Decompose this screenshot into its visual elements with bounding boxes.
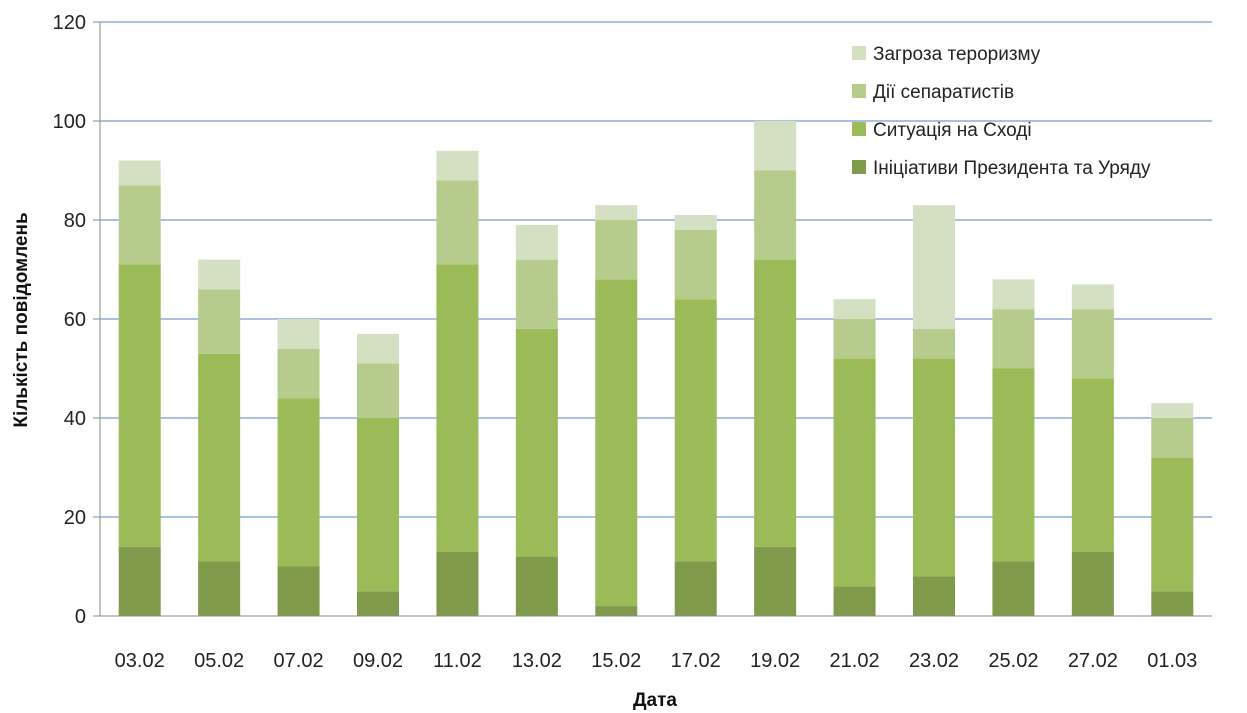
x-tick-label-07.02: 07.02 [274,650,324,672]
bar-segment-07.02-s0 [277,566,320,616]
bar-segment-09.02-s2 [357,363,399,418]
legend: Загроза тероризму Дії сепаратистів Ситуаці… [852,44,1151,179]
bar-segment-19.02-s1 [754,259,797,547]
bar-segment-23.02-s1 [913,358,955,577]
bar-segment-15.02-s3 [595,205,638,220]
bar-segment-15.02-s0 [595,606,638,616]
bar-segment-07.02-s1 [277,398,320,567]
bar-segment-17.02-s1 [674,299,717,562]
legend-label-1: Ситуація на Сході [873,120,1032,141]
y-tick-label-0: 0 [75,606,86,628]
legend-swatch-2 [852,84,866,98]
x-tick-label-15.02: 15.02 [591,650,641,672]
bar-segment-07.02-s2 [277,348,320,399]
bar-segment-21.02-s3 [833,299,876,319]
legend-swatch-1 [852,122,866,136]
bars [118,121,1194,616]
bar-segment-15.02-s1 [595,279,638,607]
y-tick-label-60: 60 [64,309,86,331]
x-tick-label-17.02: 17.02 [671,650,721,672]
bar-segment-05.02-s2 [198,289,241,354]
bar-segment-17.02-s2 [674,229,717,300]
bar-segment-05.02-s3 [198,259,241,290]
y-tick-label-100: 100 [53,111,86,133]
bar-segment-27.02-s1 [1071,378,1114,552]
bar-segment-01.03-s0 [1151,591,1194,616]
bar-segment-21.02-s0 [833,586,876,616]
y-tick-labels: 0 20 40 60 80 100 120 [53,12,100,628]
bar-segment-27.02-s0 [1071,551,1114,616]
bar-segment-05.02-s1 [198,353,241,562]
bar-segment-09.02-s3 [357,333,399,364]
bar-segment-01.03-s3 [1151,403,1194,418]
bar-segment-03.02-s3 [118,160,161,186]
legend-label-2: Дії сепаратистів [873,82,1014,103]
bar-segment-15.02-s2 [595,220,638,280]
x-tick-label-09.02: 09.02 [353,650,403,672]
bar-segment-13.02-s3 [515,224,558,260]
bar-segment-23.02-s3 [913,205,955,329]
x-tick-label-11.02: 11.02 [433,650,482,672]
y-tick-label-40: 40 [64,408,86,430]
bar-segment-11.02-s1 [436,264,479,552]
bar-segment-27.02-s2 [1071,309,1114,379]
y-tick-label-80: 80 [64,210,86,232]
x-axis-title: Дата [633,690,677,711]
bar-segment-19.02-s0 [754,546,797,616]
bar-segment-25.02-s1 [992,368,1035,562]
bar-segment-11.02-s0 [436,551,479,616]
bar-segment-11.02-s3 [436,150,479,181]
gridlines [100,21,1212,518]
bar-segment-03.02-s1 [118,264,161,547]
bar-segment-25.02-s2 [992,309,1035,369]
bar-segment-07.02-s3 [277,319,320,349]
bar-segment-13.02-s2 [515,259,558,329]
bar-segment-23.02-s0 [913,576,955,616]
x-tick-label-27.02: 27.02 [1068,650,1118,672]
bar-segment-09.02-s0 [357,591,399,616]
bar-segment-13.02-s1 [515,328,558,557]
bar-segment-03.02-s2 [118,185,161,265]
bar-segment-21.02-s2 [833,319,876,359]
x-tick-label-05.02: 05.02 [194,650,244,672]
x-tick-label-23.02: 23.02 [909,650,959,672]
legend-label-3: Загроза тероризму [873,44,1041,65]
bar-segment-09.02-s1 [357,418,399,592]
bar-segment-19.02-s3 [754,121,797,171]
y-tick-label-20: 20 [64,507,86,529]
bar-segment-27.02-s3 [1071,284,1114,310]
x-tick-label-01.03: 01.03 [1147,650,1197,672]
bar-segment-11.02-s2 [436,180,479,265]
bar-segment-03.02-s0 [118,546,161,616]
legend-label-0: Ініціативи Президента та Уряду [873,158,1151,179]
x-tick-labels: 03.02 05.02 07.02 09.02 11.02 13.02 15.02 17.02… [115,650,1198,672]
x-tick-label-21.02: 21.02 [830,650,880,672]
bar-segment-25.02-s3 [992,279,1035,310]
x-tick-label-25.02: 25.02 [988,650,1038,672]
bar-segment-17.02-s3 [674,215,717,230]
legend-swatch-0 [852,160,866,174]
legend-swatch-3 [852,46,866,60]
bar-segment-01.03-s2 [1151,418,1194,458]
bar-segment-17.02-s0 [674,561,717,616]
bar-segment-21.02-s1 [833,358,876,587]
bar-segment-01.03-s1 [1151,457,1194,592]
y-tick-label-120: 120 [53,12,86,34]
x-tick-label-03.02: 03.02 [115,650,165,672]
bar-segment-19.02-s2 [754,170,797,260]
bar-segment-23.02-s2 [913,328,955,359]
x-tick-label-19.02: 19.02 [750,650,800,672]
y-axis-title: Кількість повідомлень [11,212,32,427]
bar-segment-13.02-s0 [515,556,558,616]
x-tick-label-13.02: 13.02 [512,650,562,672]
bar-segment-05.02-s0 [198,561,241,616]
bar-segment-25.02-s0 [992,561,1035,616]
